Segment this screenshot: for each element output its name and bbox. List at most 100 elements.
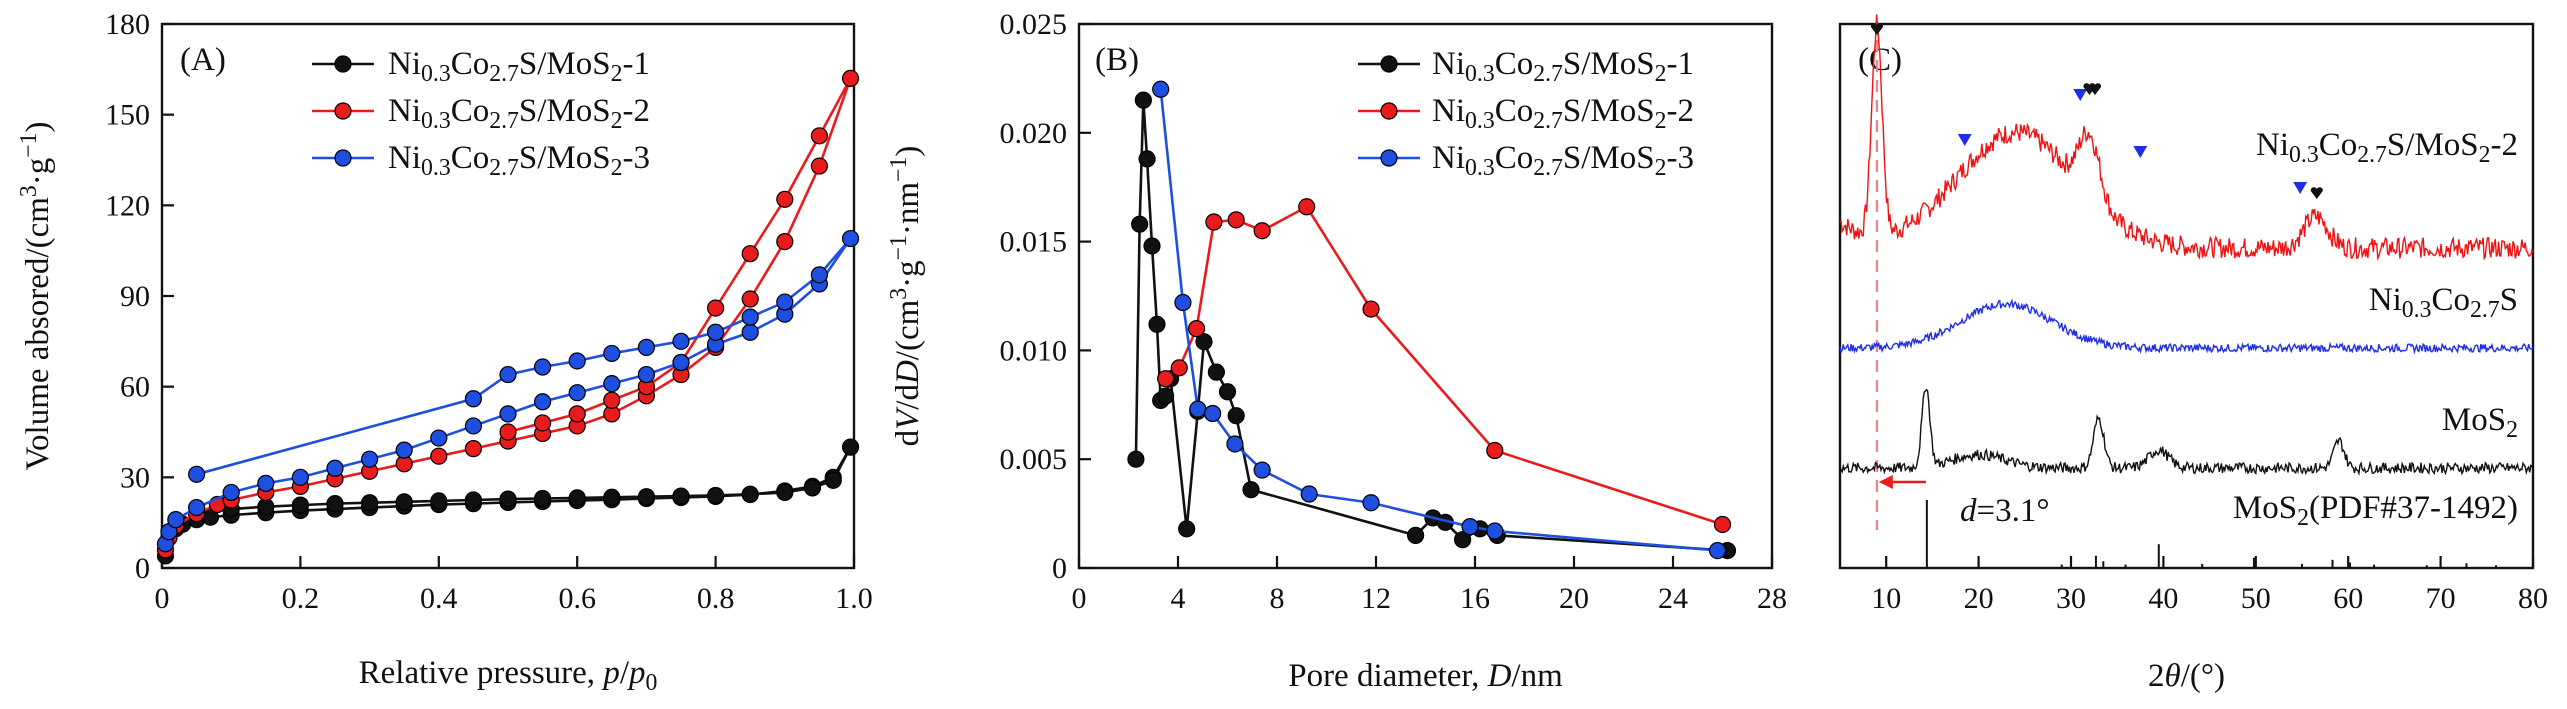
legend-marker [334, 149, 352, 167]
panel-tag: (A) [180, 42, 226, 78]
data-point [637, 338, 656, 356]
y-tick-label: 180 [105, 8, 150, 41]
series-line [164, 77, 852, 551]
legend-ni: Ni [388, 46, 421, 82]
data-point [1170, 359, 1188, 377]
data-point [361, 450, 379, 468]
xrd-label-smos: S/MoS [2387, 127, 2479, 163]
data-point [1242, 481, 1260, 499]
x-tick-label: 60 [2333, 582, 2363, 615]
data-point [326, 495, 344, 513]
legend-smos: S/MoS [519, 140, 611, 176]
y-axis-label: dV/dD/(cm3​·g−1​·nm−1​) [886, 146, 926, 447]
xrd-label-s2: 2.7 [2470, 297, 2500, 323]
x-tick-label: 4 [1171, 582, 1186, 615]
x-tick-label: 30 [2056, 582, 2086, 615]
data-point [706, 486, 725, 505]
x-tick-label: 28 [1757, 582, 1787, 615]
y-label-sup1: 3 [16, 185, 42, 197]
x-tick-label: 16 [1460, 582, 1490, 615]
xrd-label-s1: 0.3 [2402, 297, 2432, 323]
x-label-main: Relative pressure, [359, 655, 604, 691]
xrd-pattern [1839, 298, 2534, 355]
y-label-f: ·g [890, 260, 926, 288]
shift-arrow-head [1878, 475, 1893, 489]
x-tick-label: 12 [1361, 582, 1391, 615]
data-point [257, 498, 275, 516]
data-point [1187, 320, 1206, 338]
data-point [1713, 515, 1732, 534]
data-point [810, 127, 829, 145]
data-point [326, 459, 344, 477]
data-point [291, 468, 309, 486]
y-tick-label: 0 [1052, 552, 1067, 585]
phase-marker-triangle [2293, 182, 2308, 194]
x-tick-label: 1.0 [835, 582, 873, 615]
legend-sub1: 0.3 [421, 108, 451, 134]
legend-sub2: 2.7 [489, 155, 519, 181]
y-label-a: d [890, 429, 926, 446]
x-tick-label: 0.8 [697, 582, 735, 615]
x-axis-label: Relative pressure, p/p0​ [359, 655, 658, 696]
series-line [164, 446, 852, 557]
legend-suffix: -3 [622, 140, 650, 176]
data-point [1189, 400, 1207, 418]
legend-smos: S/MoS [519, 93, 611, 129]
xrd-label-mos: MoS [2233, 490, 2297, 526]
data-point [1134, 91, 1152, 109]
legend-ni: Ni [388, 93, 421, 129]
legend-label: Ni0.3​Co2.7​S/MoS2​-2 [388, 93, 650, 134]
x-label-unit: /(°) [2181, 658, 2225, 694]
data-point [810, 157, 829, 175]
legend-co: Co [1495, 93, 1534, 129]
data-point [1174, 293, 1192, 312]
legend-sub2: 2.7 [1533, 108, 1563, 134]
legend-sub2: 2.7 [1533, 155, 1563, 181]
data-point [1253, 461, 1271, 479]
data-point [1300, 485, 1318, 503]
x-axis-label: Pore diameter, D/nm [1288, 658, 1563, 694]
legend-sub1: 0.3 [421, 61, 451, 87]
data-point [776, 190, 794, 208]
data-point [568, 352, 586, 370]
y-tick-label: 0.025 [1000, 8, 1068, 41]
data-point [603, 375, 621, 393]
data-point [395, 493, 413, 511]
x-tick-label: 8 [1270, 582, 1285, 615]
legend-suffix: -2 [622, 93, 650, 129]
legend-marker [1380, 55, 1398, 73]
phase-marker-heart [2310, 187, 2323, 199]
legend-ni: Ni [1432, 93, 1465, 129]
panel-a: 0 0.2 0.4 0.6 0.8 1.00306090120150180Relative… [16, 8, 873, 696]
x-label-p0: p [627, 655, 646, 691]
data-point [499, 423, 517, 441]
xrd-label-suffix: -2 [2491, 127, 2519, 163]
y-label-end: ) [20, 121, 56, 132]
data-point [1253, 222, 1271, 240]
x-label-slash: / [620, 655, 630, 691]
data-point [637, 365, 656, 384]
data-point [741, 245, 759, 263]
data-point [841, 229, 860, 248]
legend-marker [334, 102, 352, 120]
legend-label: Ni0.3​Co2.7​S/MoS2​-1 [388, 46, 650, 87]
y-tick-label: 90 [120, 280, 150, 313]
data-point [568, 384, 586, 402]
data-point [672, 332, 690, 350]
shift-annotation: d=3.1° [1960, 493, 2050, 529]
legend-ni: Ni [1432, 140, 1465, 176]
legend-co: Co [1495, 140, 1534, 176]
data-point [841, 438, 860, 456]
x-tick-label: 40 [2148, 582, 2178, 615]
legend-sub3: 2 [611, 61, 623, 87]
y-label-main: Volume absored/(cm [20, 197, 56, 471]
xrd-label-s: S [2500, 282, 2518, 318]
data-point [1131, 215, 1149, 233]
y-axis-label: Volume absored/(cm3​·g−1​) [16, 121, 56, 470]
data-point [533, 358, 552, 376]
xrd-label-composite: Ni0.3​Co2.7​S/MoS2​-2 [2256, 127, 2518, 168]
x-label-end: /nm [1511, 658, 1563, 694]
legend-sub2: 2.7 [1533, 61, 1563, 87]
legend-sub2: 2.7 [489, 61, 519, 87]
legend-co: Co [451, 93, 490, 129]
